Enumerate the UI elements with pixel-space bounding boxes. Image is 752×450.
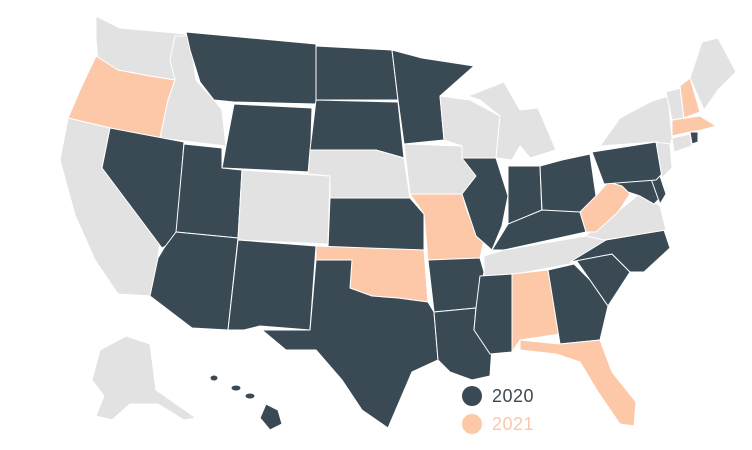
legend-swatch-2021	[462, 414, 482, 434]
state-nj[interactable]	[655, 141, 673, 179]
state-fl[interactable]	[519, 339, 637, 427]
legend-item-2021: 2021	[462, 410, 534, 438]
state-sd[interactable]	[309, 99, 405, 159]
state-nd[interactable]	[315, 45, 399, 101]
state-wv[interactable]	[579, 181, 631, 233]
state-wy[interactable]	[221, 103, 313, 173]
state-nm[interactable]	[227, 239, 317, 331]
state-ks[interactable]	[327, 197, 425, 251]
state-ma[interactable]	[671, 115, 717, 137]
state-me[interactable]	[689, 37, 737, 111]
state-hi[interactable]	[209, 374, 283, 431]
legend-swatch-2020	[462, 386, 482, 406]
legend-label-2020: 2020	[492, 385, 535, 406]
state-al[interactable]	[511, 269, 561, 353]
state-pa[interactable]	[591, 141, 667, 185]
state-nh[interactable]	[679, 77, 701, 119]
state-shapes	[59, 15, 737, 431]
state-ct[interactable]	[671, 133, 693, 153]
legend: 2020 2021	[462, 382, 534, 438]
state-co[interactable]	[237, 169, 331, 245]
state-ri[interactable]	[689, 131, 699, 145]
state-ar[interactable]	[427, 257, 485, 313]
legend-item-2020: 2020	[462, 382, 534, 410]
state-mi[interactable]	[467, 81, 557, 161]
state-ak[interactable]	[91, 335, 197, 421]
legend-label-2021: 2021	[492, 413, 535, 434]
state-tx[interactable]	[261, 259, 439, 429]
